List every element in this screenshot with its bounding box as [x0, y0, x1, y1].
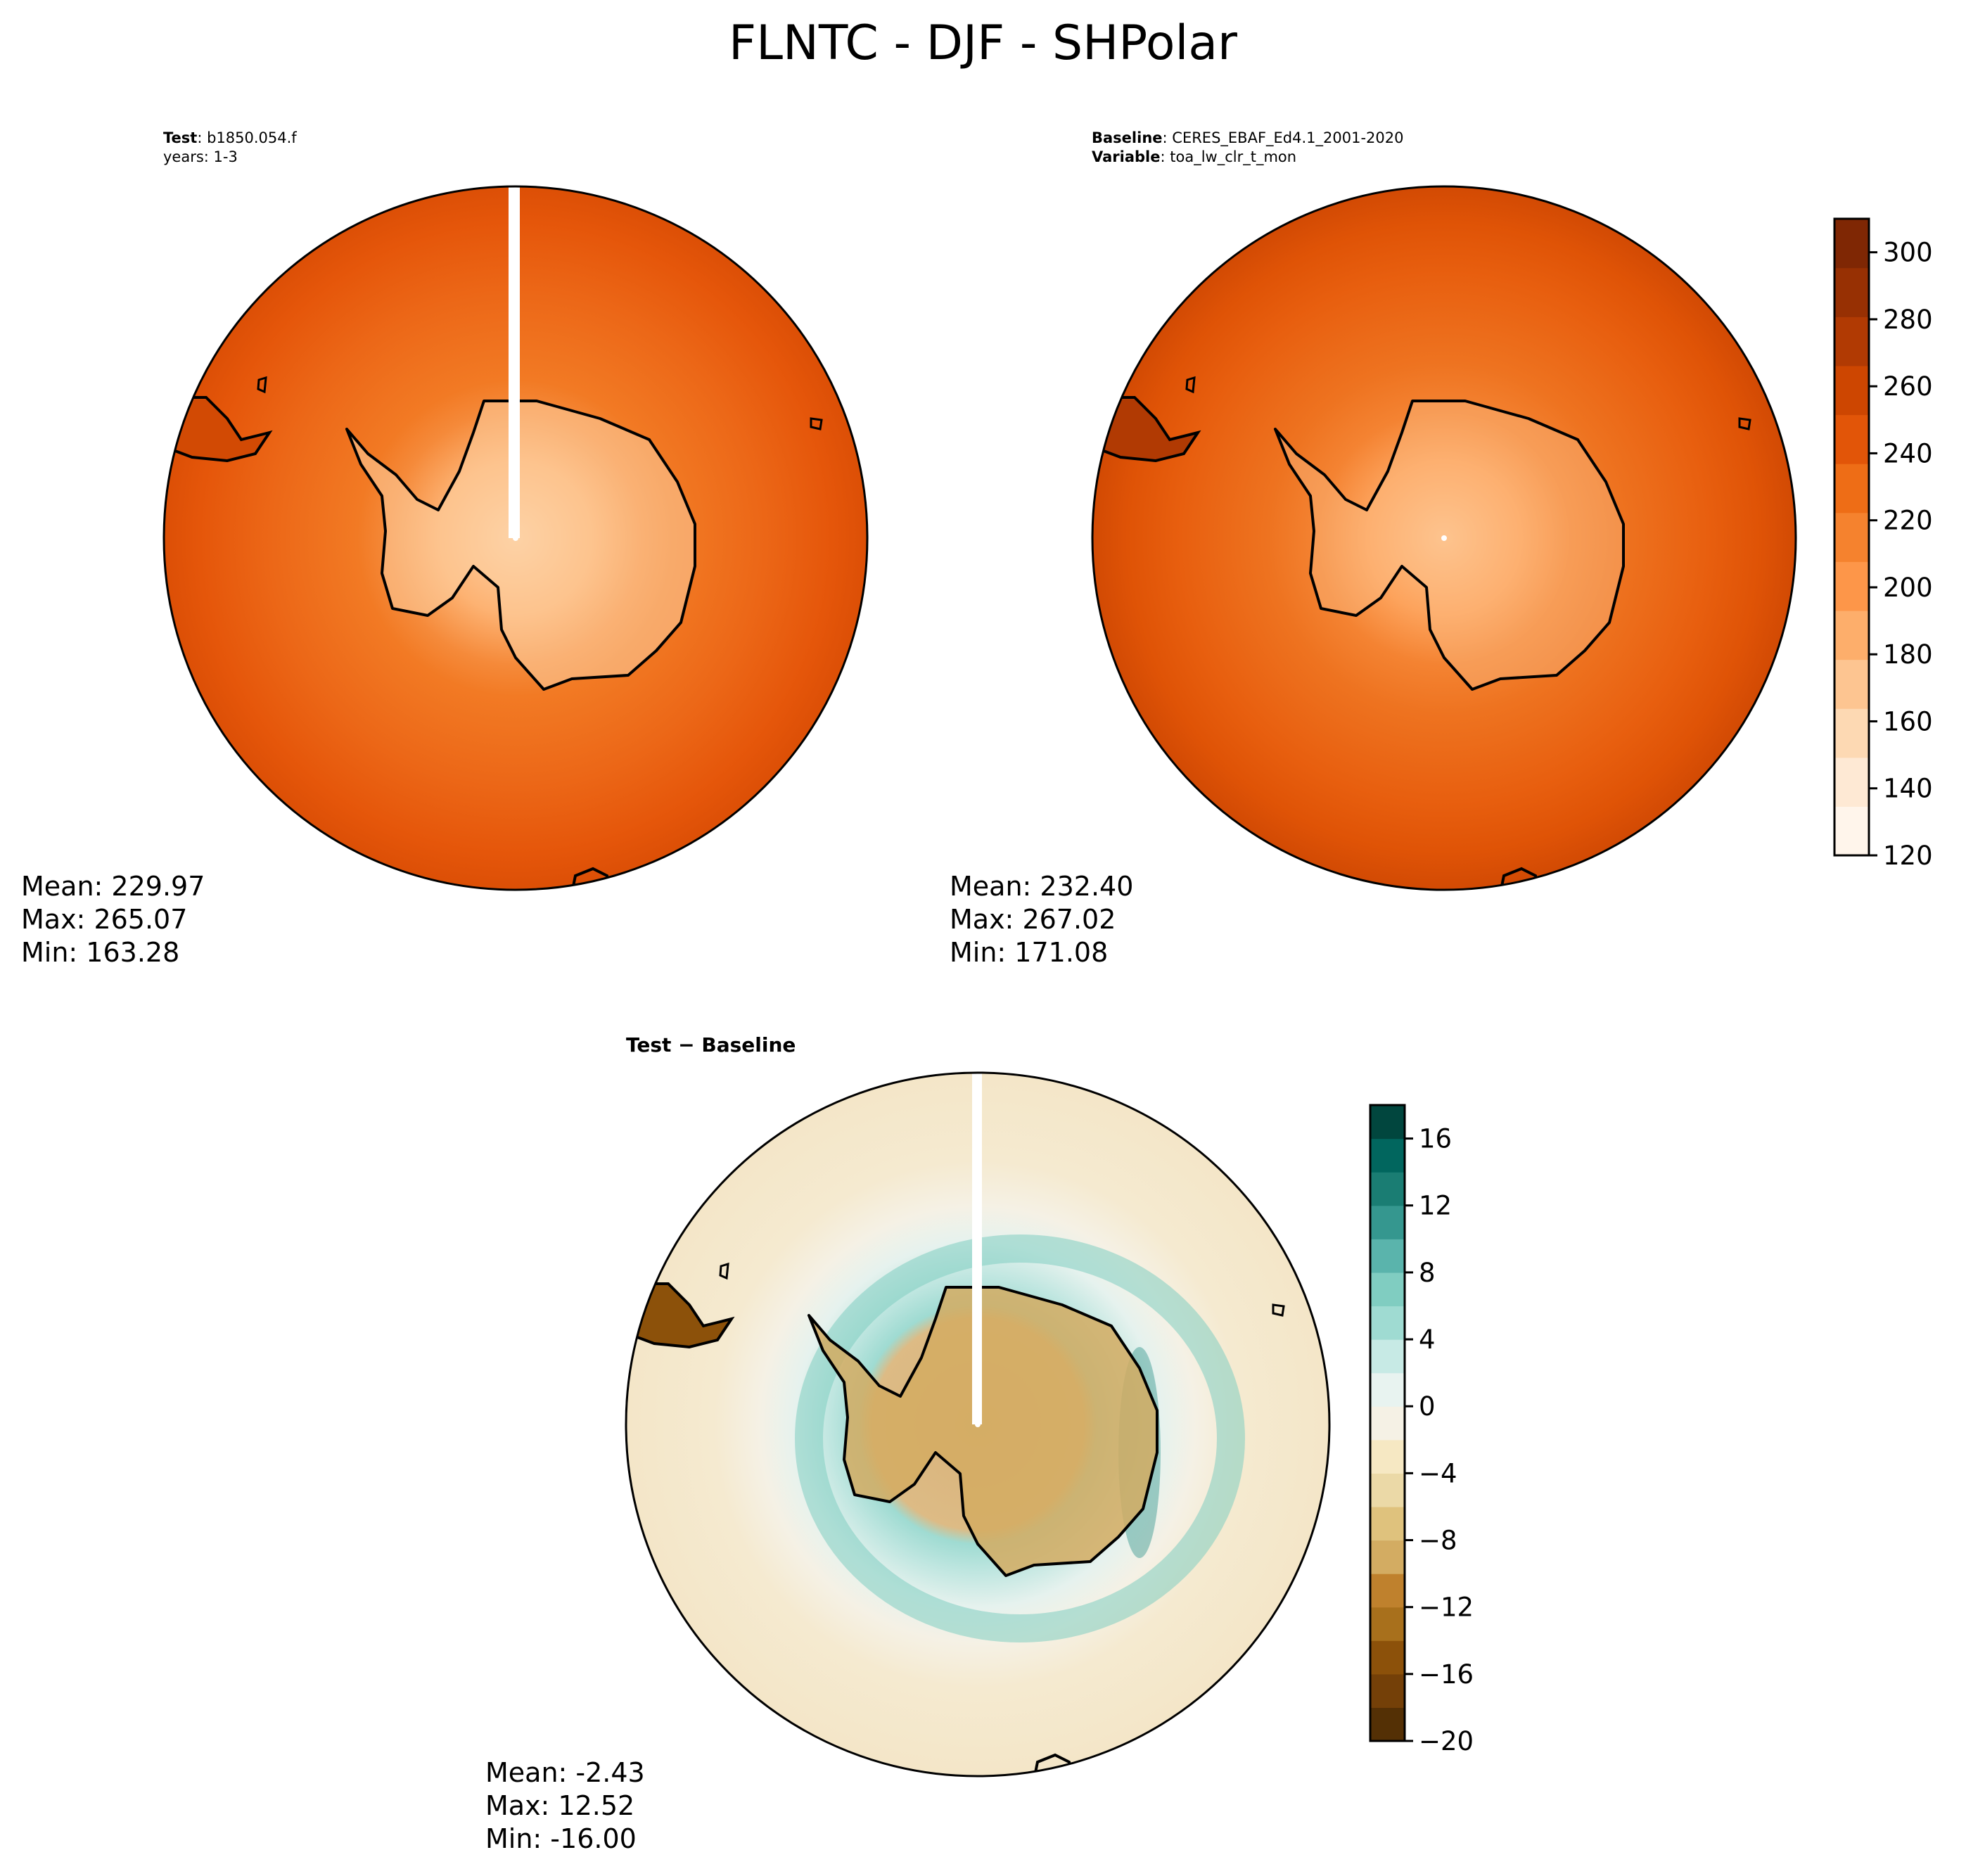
colorbar-diff-swatch — [1370, 1640, 1405, 1675]
colorbar-diff-swatch — [1370, 1439, 1405, 1474]
colorbar-diff-swatch — [1370, 1673, 1405, 1709]
antarctica-contour-test — [345, 400, 696, 691]
colorbar-diff-swatch — [1370, 1172, 1405, 1206]
colorbar-main-swatch — [1834, 317, 1869, 366]
colorbar-main-swatch — [1834, 659, 1869, 709]
colorbar-main-tick-label: 120 — [1883, 841, 1933, 871]
colorbar-main-swatch — [1834, 464, 1869, 513]
diff-max: Max: 12.52 — [485, 1790, 635, 1821]
colorbar-diff-frame — [1369, 1104, 1406, 1742]
antarctica-contour-diff — [808, 1286, 1158, 1577]
colorbar-main-swatch — [1834, 512, 1869, 562]
test-label: Test: b1850.054.f years: 1-3 — [163, 129, 297, 165]
colorbar-main-frame — [1833, 217, 1870, 857]
colorbar-main-tick-label: 180 — [1883, 639, 1933, 670]
colorbar-diff-tick-label: −4 — [1419, 1458, 1457, 1488]
colorbar-diff-tick-label: 4 — [1419, 1325, 1436, 1355]
missing-data-seam-test — [509, 186, 520, 538]
colorbar-diff: −20 −16 −12 −8 −4 0 4 8 12 16 — [1369, 1104, 1474, 1756]
colorbar-main-swatch — [1834, 414, 1869, 464]
colorbar-main-tick-label: 260 — [1883, 371, 1933, 402]
colorbar-main-swatch — [1834, 610, 1869, 661]
colorbar-main: 120 140 160 180 200 220 240 260 280 300 — [1833, 217, 1933, 871]
south-america-tip-baseline — [1092, 396, 1201, 463]
colorbar-diff-swatch — [1370, 1138, 1405, 1173]
colorbar-diff-swatch — [1370, 1306, 1405, 1340]
colorbar-main-tick-label: 300 — [1883, 238, 1933, 268]
baseline-mean: Mean: 232.40 — [950, 871, 1134, 902]
colorbar-diff-tick-label: −8 — [1419, 1526, 1457, 1556]
antarctica-contour-baseline — [1274, 400, 1625, 691]
map-difference — [625, 1071, 1331, 1778]
colorbar-diff-swatch — [1370, 1607, 1405, 1641]
colorbar-diff-tick-label: −12 — [1419, 1593, 1474, 1623]
colorbar-main-swatch — [1834, 219, 1869, 269]
colorbar-main-swatch — [1834, 561, 1869, 611]
diff-label: Test − Baseline — [626, 1033, 796, 1057]
colorbar-main-tick-label: 140 — [1883, 774, 1933, 804]
colorbar-diff-swatch — [1370, 1506, 1405, 1541]
colorbar-diff-tick-label: 0 — [1419, 1391, 1436, 1422]
colorbar-diff-swatch — [1370, 1574, 1405, 1608]
test-mean: Mean: 229.97 — [21, 871, 205, 902]
missing-data-seam-diff — [972, 1073, 982, 1424]
colorbar-diff-swatch — [1370, 1239, 1405, 1273]
baseline-min: Min: 171.08 — [950, 937, 1109, 968]
colorbar-main-swatch — [1834, 757, 1869, 807]
colorbar-diff-swatch — [1370, 1372, 1405, 1407]
colorbar-diff-swatch — [1370, 1473, 1405, 1507]
colorbar-diff-swatch — [1370, 1540, 1405, 1574]
colorbar-diff-tick-label: −20 — [1419, 1726, 1474, 1756]
colorbar-diff-swatch — [1370, 1272, 1405, 1307]
colorbar-main-swatch — [1834, 365, 1869, 416]
south-america-tip-test — [164, 396, 273, 463]
map-test — [162, 185, 869, 891]
map-baseline — [1091, 185, 1797, 891]
baseline-stats: Mean: 232.40 Max: 267.02 Min: 171.08 — [950, 870, 1133, 969]
test-stats: Mean: 229.97 Max: 265.07 Min: 163.28 — [21, 870, 205, 969]
colorbar-diff-tick-label: −16 — [1419, 1659, 1474, 1690]
colorbar-diff-swatch — [1370, 1105, 1405, 1140]
colorbar-diff-swatch — [1370, 1406, 1405, 1441]
test-min: Min: 163.28 — [21, 937, 180, 968]
colorbar-diff-swatch — [1370, 1339, 1405, 1374]
south-america-tip-diff — [626, 1282, 735, 1349]
colorbar-diff-tick-label: 16 — [1419, 1124, 1452, 1154]
colorbar-main-swatch — [1834, 267, 1869, 317]
figure-title: FLNTC - DJF - SHPolar — [729, 15, 1237, 71]
colorbar-main-tick-label: 240 — [1883, 438, 1933, 468]
diff-stats: Mean: -2.43 Max: 12.52 Min: -16.00 — [485, 1756, 645, 1856]
colorbar-main-tick-label: 200 — [1883, 573, 1933, 603]
baseline-max: Max: 267.02 — [950, 904, 1116, 935]
colorbar-diff-tick-label: 12 — [1419, 1191, 1452, 1221]
diff-mean: Mean: -2.43 — [485, 1757, 645, 1788]
baseline-label: Baseline: CERES_EBAF_Ed4.1_2001-2020 Vari… — [1092, 129, 1404, 165]
colorbar-main-tick-label: 280 — [1883, 305, 1933, 335]
colorbar-diff-tick-label: 8 — [1419, 1258, 1436, 1288]
diff-min: Min: -16.00 — [485, 1823, 637, 1854]
colorbar-main-tick-label: 160 — [1883, 706, 1933, 736]
colorbar-main-swatch — [1834, 806, 1869, 856]
test-max: Max: 265.07 — [21, 904, 188, 935]
colorbar-diff-swatch — [1370, 1707, 1405, 1742]
colorbar-main-tick-label: 220 — [1883, 506, 1933, 536]
colorbar-main-swatch — [1834, 708, 1869, 758]
colorbar-diff-swatch — [1370, 1205, 1405, 1239]
